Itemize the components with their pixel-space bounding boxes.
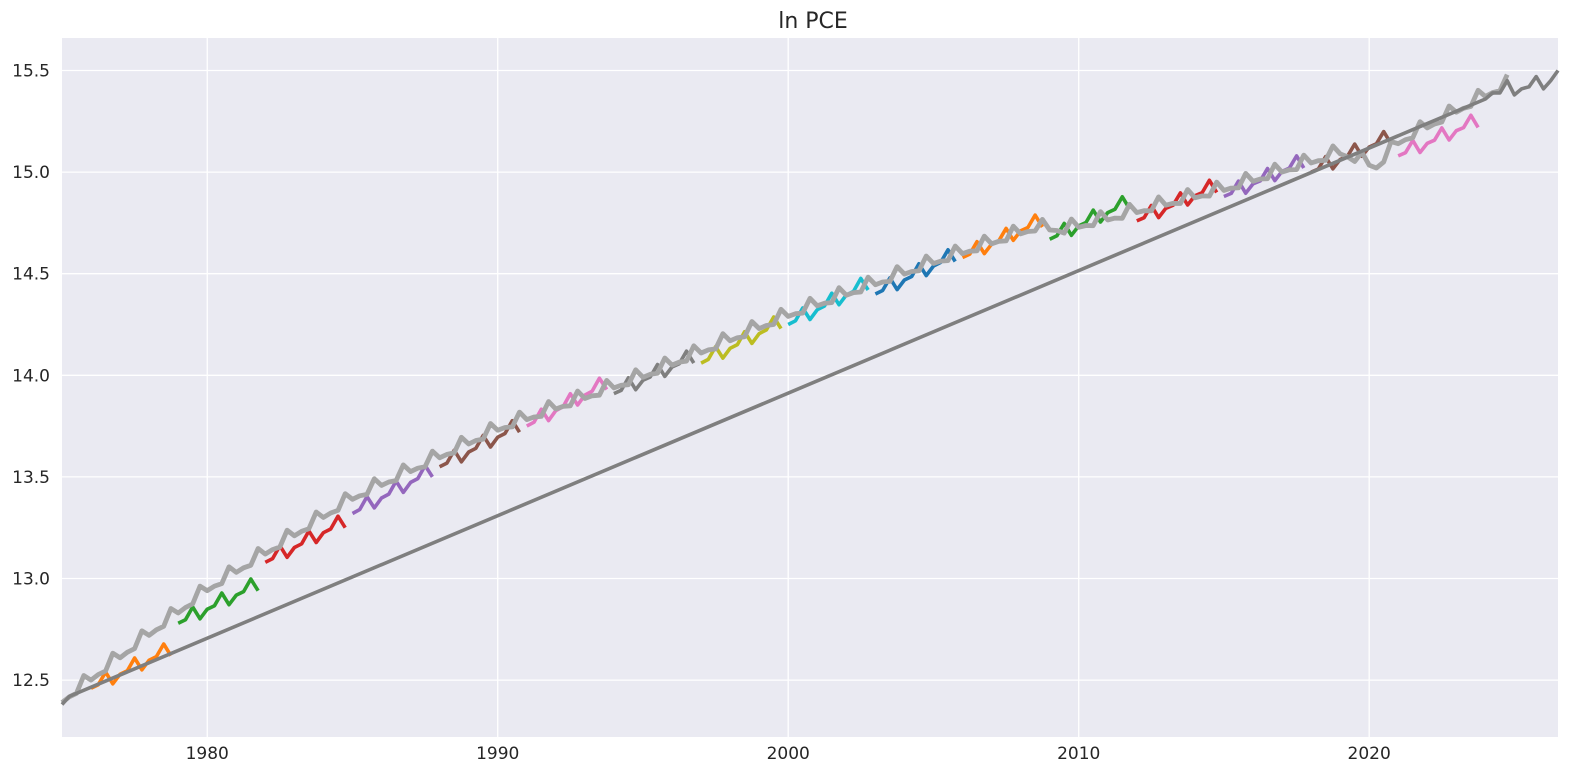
x-tick-label: 1980 [186,744,229,764]
forecast-line-6 [525,376,609,428]
y-tick-label: 13.5 [12,468,50,488]
chart-title: ln PCE [778,9,848,34]
actual-extension-line [60,69,1560,706]
forecast-line-12 [1048,195,1132,241]
forecast-line-4 [351,463,434,516]
y-tick-label: 13.0 [12,570,50,590]
y-tick-label: 14.5 [12,265,50,285]
x-tick-label: 2000 [767,744,810,764]
y-tick-label: 14.0 [12,366,50,386]
forecast-line-13 [1136,178,1219,223]
y-tick-label: 12.5 [12,671,50,691]
x-tick-label: 2020 [1348,744,1391,764]
forecast-line-11 [961,213,1044,260]
forecast-line-16 [1397,113,1480,158]
x-tick-label: 2010 [1057,744,1100,764]
y-tick-label: 15.5 [12,62,50,82]
actual-line [60,73,1510,705]
forecast-line-14 [1223,154,1306,199]
series-group [60,69,1560,706]
x-tick-label: 1990 [476,744,519,764]
grid [62,38,1558,737]
y-tick-label: 15.0 [12,163,50,183]
forecast-line-2 [177,577,260,625]
tick-labels: 1980 1990 2000 2010 2020 12.5 13.0 13.5 14.0 14.5… [12,62,1391,764]
plot-area [62,38,1558,737]
